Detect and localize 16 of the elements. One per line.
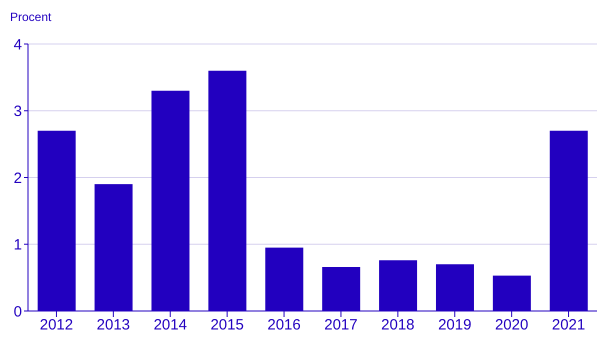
x-tick-label: 2019 (438, 316, 472, 334)
x-tick-label: 2018 (381, 316, 415, 334)
y-tick-label: 4 (14, 36, 22, 54)
y-tick-label: 3 (14, 103, 22, 120)
x-tick-label: 2016 (267, 316, 301, 334)
y-tick-label: 2 (14, 170, 22, 187)
x-tick-label: 2012 (40, 316, 74, 334)
x-tick-label: 2013 (96, 316, 130, 334)
x-tick-label: 2020 (494, 316, 528, 334)
x-tick-label: 2015 (210, 316, 244, 334)
y-tick-label: 0 (14, 303, 22, 320)
y-tick-label: 1 (14, 236, 22, 254)
x-tick-label: 2014 (154, 316, 187, 334)
y-axis-title: Procent (10, 10, 52, 24)
x-tick-label: 2021 (552, 316, 586, 334)
x-tick-label: 2017 (324, 316, 358, 334)
